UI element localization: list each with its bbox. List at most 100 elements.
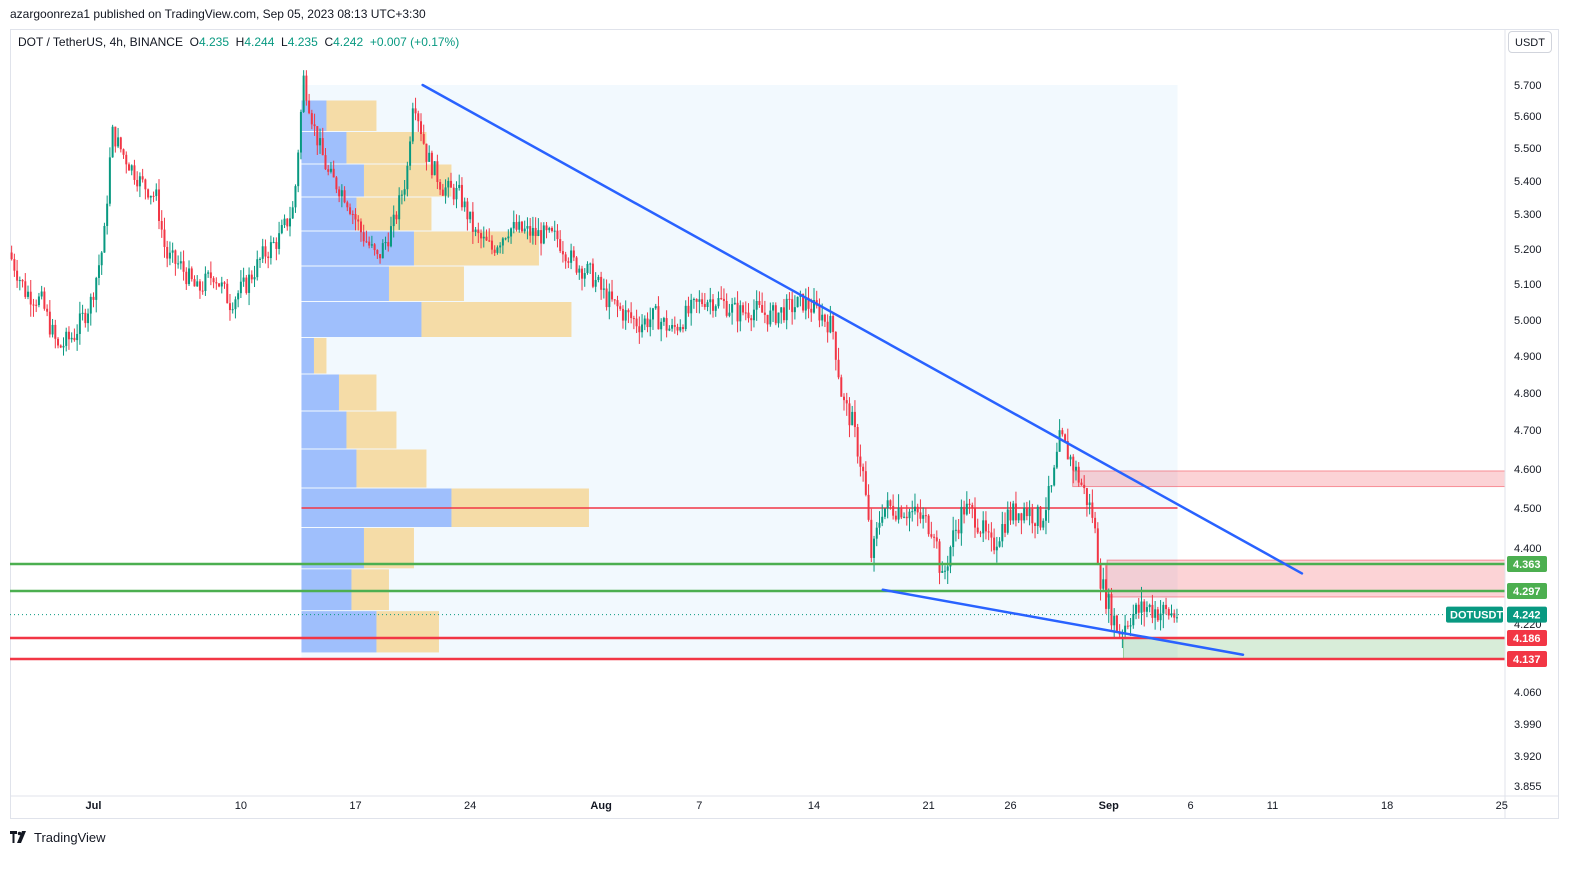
candle-body[interactable]	[158, 189, 161, 222]
candle-body[interactable]	[488, 240, 491, 242]
candle-body[interactable]	[155, 189, 158, 196]
candle-body[interactable]	[616, 300, 619, 307]
candle-body[interactable]	[687, 305, 690, 314]
candle-body[interactable]	[430, 152, 433, 176]
candle-body[interactable]	[250, 274, 253, 280]
candle-body[interactable]	[1099, 564, 1102, 589]
candle-body[interactable]	[679, 327, 682, 331]
candle-body[interactable]	[862, 466, 865, 472]
candle-body[interactable]	[886, 500, 889, 509]
candle-body[interactable]	[365, 241, 368, 243]
candle-body[interactable]	[370, 244, 373, 246]
candle-body[interactable]	[57, 338, 60, 346]
candle-body[interactable]	[649, 319, 652, 328]
candle-body[interactable]	[870, 519, 873, 558]
candle-body[interactable]	[381, 243, 384, 259]
candle-body[interactable]	[717, 298, 720, 307]
candle-body[interactable]	[788, 298, 791, 300]
candle-body[interactable]	[234, 299, 237, 310]
candle-body[interactable]	[441, 189, 444, 196]
candle-body[interactable]	[1094, 517, 1097, 529]
candle-body[interactable]	[403, 189, 406, 195]
candle-body[interactable]	[586, 263, 589, 274]
candle-body[interactable]	[646, 318, 649, 328]
candle-body[interactable]	[482, 236, 485, 239]
candle-body[interactable]	[671, 325, 674, 329]
candle-body[interactable]	[720, 298, 723, 300]
candle-body[interactable]	[624, 310, 627, 321]
candle-body[interactable]	[10, 252, 13, 260]
candle-body[interactable]	[673, 325, 676, 327]
candle-body[interactable]	[81, 312, 84, 314]
candle-body[interactable]	[714, 306, 717, 311]
candle-body[interactable]	[54, 324, 57, 339]
symbol-name[interactable]: DOT / TetherUS, 4h, BINANCE	[18, 35, 183, 49]
candle-body[interactable]	[668, 328, 671, 331]
trendline-1[interactable]	[881, 588, 1245, 656]
candle-body[interactable]	[709, 299, 712, 303]
candle-body[interactable]	[455, 187, 458, 200]
candle-body[interactable]	[922, 515, 925, 519]
candle-body[interactable]	[638, 326, 641, 333]
candle-body[interactable]	[37, 296, 40, 306]
candle-body[interactable]	[864, 471, 867, 495]
candle-body[interactable]	[703, 304, 706, 308]
candle-body[interactable]	[373, 244, 376, 251]
candle-body[interactable]	[78, 313, 81, 334]
candle-body[interactable]	[987, 531, 990, 533]
candle-body[interactable]	[984, 520, 987, 532]
candle-body[interactable]	[267, 256, 270, 259]
candle-body[interactable]	[526, 226, 529, 229]
candle-body[interactable]	[976, 527, 979, 533]
candle-body[interactable]	[231, 309, 234, 311]
candle-body[interactable]	[594, 280, 597, 287]
candle-body[interactable]	[982, 520, 985, 534]
candle-body[interactable]	[793, 307, 796, 313]
candle-body[interactable]	[1009, 509, 1012, 521]
supply-zone-0[interactable]	[1072, 470, 1506, 488]
candle-body[interactable]	[837, 359, 840, 378]
candle-body[interactable]	[248, 274, 251, 293]
candle-body[interactable]	[567, 261, 570, 263]
candle-body[interactable]	[856, 427, 859, 457]
candle-body[interactable]	[540, 230, 543, 244]
candle-body[interactable]	[226, 283, 229, 304]
candle-body[interactable]	[261, 246, 264, 259]
candle-body[interactable]	[280, 225, 283, 234]
candle-body[interactable]	[136, 179, 139, 187]
candle-body[interactable]	[845, 400, 848, 404]
candle-body[interactable]	[324, 155, 327, 170]
candle-body[interactable]	[177, 263, 180, 265]
candle-body[interactable]	[1036, 506, 1039, 527]
candle-body[interactable]	[409, 141, 412, 166]
candle-body[interactable]	[65, 331, 68, 346]
candle-body[interactable]	[242, 277, 245, 282]
candle-body[interactable]	[87, 313, 90, 324]
candle-body[interactable]	[490, 240, 493, 250]
candle-body[interactable]	[1175, 617, 1178, 619]
candle-body[interactable]	[763, 312, 766, 315]
candle-body[interactable]	[417, 113, 420, 122]
candle-body[interactable]	[327, 169, 330, 172]
candle-body[interactable]	[40, 291, 43, 297]
candle-body[interactable]	[889, 500, 892, 506]
candle-body[interactable]	[422, 134, 425, 144]
candle-body[interactable]	[76, 333, 79, 341]
candle-body[interactable]	[163, 229, 166, 247]
candle-body[interactable]	[1025, 507, 1028, 517]
candle-body[interactable]	[179, 261, 182, 264]
candle-body[interactable]	[589, 263, 592, 265]
candle-body[interactable]	[256, 259, 259, 278]
candle-body[interactable]	[848, 403, 851, 426]
candle-body[interactable]	[974, 508, 977, 528]
candle-body[interactable]	[559, 239, 562, 252]
candle-body[interactable]	[1080, 482, 1083, 485]
candle-body[interactable]	[302, 75, 305, 112]
candle-body[interactable]	[480, 233, 483, 239]
candle-body[interactable]	[810, 308, 813, 313]
candle-body[interactable]	[556, 230, 559, 240]
candle-body[interactable]	[108, 157, 111, 204]
candle-body[interactable]	[706, 302, 709, 308]
candle-body[interactable]	[29, 291, 32, 305]
candle-body[interactable]	[1154, 609, 1157, 618]
